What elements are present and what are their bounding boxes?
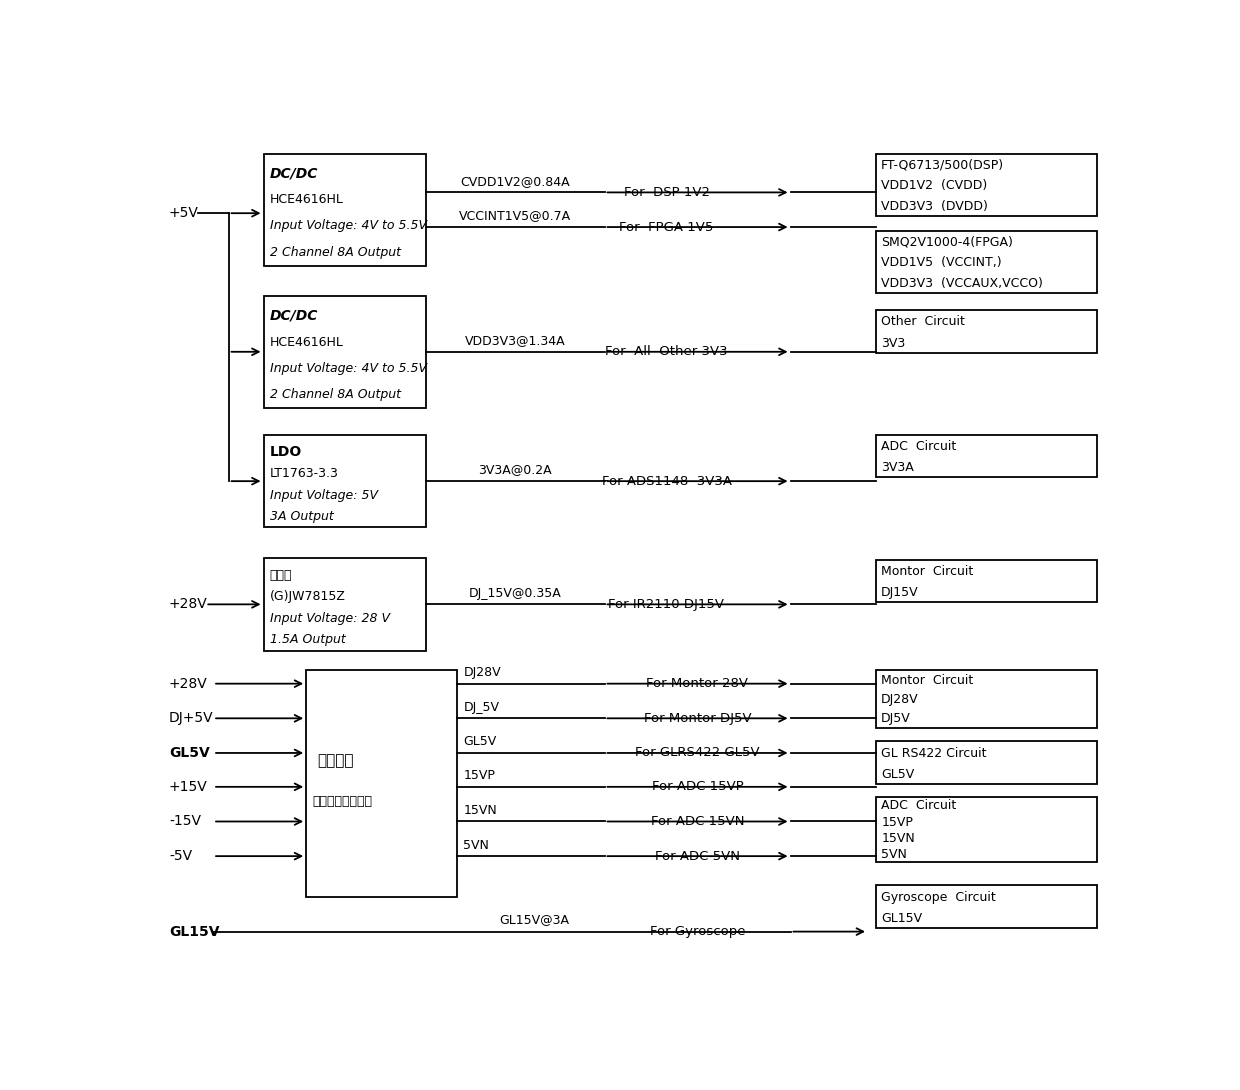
Text: DC/DC: DC/DC: [270, 308, 319, 323]
Text: DJ5V: DJ5V: [882, 713, 911, 725]
Text: GL5V: GL5V: [169, 746, 210, 760]
Text: 2 Channel 8A Output: 2 Channel 8A Output: [270, 388, 401, 401]
Bar: [875, 669, 1096, 727]
Bar: [875, 435, 1096, 477]
Text: DJ15V: DJ15V: [882, 586, 919, 600]
Text: Gyroscope  Circuit: Gyroscope Circuit: [882, 891, 996, 904]
Text: For  DSP 1V2: For DSP 1V2: [624, 186, 709, 198]
Text: HCE4616HL: HCE4616HL: [270, 193, 343, 206]
Text: VDD3V3  (VCCAUX,VCCO): VDD3V3 (VCCAUX,VCCO): [882, 277, 1043, 290]
Text: 15VN: 15VN: [464, 803, 497, 816]
Text: SMQ2V1000-4(FPGA): SMQ2V1000-4(FPGA): [882, 235, 1013, 249]
Text: -5V: -5V: [169, 849, 192, 863]
Text: +28V: +28V: [169, 597, 207, 611]
Bar: [875, 231, 1096, 292]
Text: -15V: -15V: [169, 814, 201, 828]
Text: VDD1V5  (VCCINT,): VDD1V5 (VCCINT,): [882, 256, 1002, 269]
Text: 1.5A Output: 1.5A Output: [270, 633, 346, 646]
Text: +28V: +28V: [169, 677, 207, 691]
Text: VDD3V3@1.34A: VDD3V3@1.34A: [465, 335, 565, 348]
Text: For  All  Other 3V3: For All Other 3V3: [605, 346, 728, 359]
Text: 3V3: 3V3: [882, 337, 905, 350]
Text: DJ_5V: DJ_5V: [464, 701, 500, 714]
Text: DJ+5V: DJ+5V: [169, 712, 213, 725]
Text: DC/DC: DC/DC: [270, 167, 319, 180]
Text: 电容、电感、磁珠: 电容、电感、磁珠: [312, 795, 372, 808]
Text: For Montor 28V: For Montor 28V: [646, 677, 749, 690]
Bar: [875, 311, 1096, 352]
Text: FT-Q6713/500(DSP): FT-Q6713/500(DSP): [882, 159, 1004, 172]
Text: For Montor DJ5V: For Montor DJ5V: [644, 712, 751, 725]
Bar: [263, 296, 427, 408]
Text: Input Voltage: 28 V: Input Voltage: 28 V: [270, 611, 389, 625]
Text: 3V3A@0.2A: 3V3A@0.2A: [479, 463, 552, 476]
Text: 5VN: 5VN: [882, 848, 906, 861]
Text: 滤波网络: 滤波网络: [317, 753, 355, 768]
Text: For  FPGA 1V5: For FPGA 1V5: [619, 220, 714, 233]
Text: +5V: +5V: [169, 206, 198, 220]
Text: For IR2110 DJ15V: For IR2110 DJ15V: [609, 597, 724, 610]
Text: For Gyroscope: For Gyroscope: [650, 925, 745, 938]
Bar: [875, 154, 1096, 216]
Text: DJ28V: DJ28V: [882, 693, 919, 706]
Text: GL15V@3A: GL15V@3A: [500, 913, 569, 926]
Text: CVDD1V2@0.84A: CVDD1V2@0.84A: [460, 174, 570, 187]
Text: 15VN: 15VN: [882, 832, 915, 845]
Bar: [875, 559, 1096, 602]
Text: GL5V: GL5V: [464, 736, 497, 749]
Text: (G)JW7815Z: (G)JW7815Z: [270, 590, 346, 603]
Text: For ADS1148  3V3A: For ADS1148 3V3A: [601, 474, 732, 487]
Text: 15VP: 15VP: [464, 770, 495, 783]
Bar: [306, 669, 458, 897]
Text: For ADC 5VN: For ADC 5VN: [655, 849, 740, 862]
Text: GL5V: GL5V: [882, 767, 914, 780]
Text: DJ_15V@0.35A: DJ_15V@0.35A: [469, 586, 562, 600]
Text: For ADC 15VN: For ADC 15VN: [651, 815, 744, 828]
Text: LDO: LDO: [270, 445, 303, 459]
Bar: [263, 154, 427, 266]
Text: LT1763-3.3: LT1763-3.3: [270, 467, 339, 480]
Text: GL15V: GL15V: [169, 924, 219, 938]
Text: For GLRS422 GL5V: For GLRS422 GL5V: [635, 747, 760, 760]
Text: Montor  Circuit: Montor Circuit: [882, 674, 973, 687]
Text: 15VP: 15VP: [882, 815, 913, 828]
Text: 3V3A: 3V3A: [882, 461, 914, 474]
Text: 2 Channel 8A Output: 2 Channel 8A Output: [270, 246, 401, 258]
Text: Montor  Circuit: Montor Circuit: [882, 565, 973, 578]
Bar: [875, 797, 1096, 862]
Text: For ADC 15VP: For ADC 15VP: [652, 780, 743, 794]
Text: Input Voltage: 4V to 5.5V: Input Voltage: 4V to 5.5V: [270, 219, 427, 232]
Text: 5VN: 5VN: [464, 838, 490, 851]
Text: 稳压器: 稳压器: [270, 569, 293, 582]
Text: VDD3V3  (DVDD): VDD3V3 (DVDD): [882, 199, 988, 213]
Text: 3A Output: 3A Output: [270, 510, 334, 523]
Text: HCE4616HL: HCE4616HL: [270, 336, 343, 349]
Bar: [875, 885, 1096, 928]
Text: ADC  Circuit: ADC Circuit: [882, 799, 956, 812]
Text: GL15V: GL15V: [882, 911, 923, 924]
Text: ADC  Circuit: ADC Circuit: [882, 440, 956, 453]
Text: Input Voltage: 5V: Input Voltage: 5V: [270, 488, 378, 501]
Text: VCCINT1V5@0.7A: VCCINT1V5@0.7A: [459, 209, 572, 222]
Text: GL RS422 Circuit: GL RS422 Circuit: [882, 747, 987, 760]
Bar: [263, 558, 427, 651]
Text: +15V: +15V: [169, 779, 207, 794]
Bar: [263, 435, 427, 528]
Text: Input Voltage: 4V to 5.5V: Input Voltage: 4V to 5.5V: [270, 362, 427, 375]
Text: VDD1V2  (CVDD): VDD1V2 (CVDD): [882, 179, 987, 192]
Bar: [875, 741, 1096, 784]
Text: DJ28V: DJ28V: [464, 666, 501, 679]
Text: Other  Circuit: Other Circuit: [882, 315, 965, 328]
